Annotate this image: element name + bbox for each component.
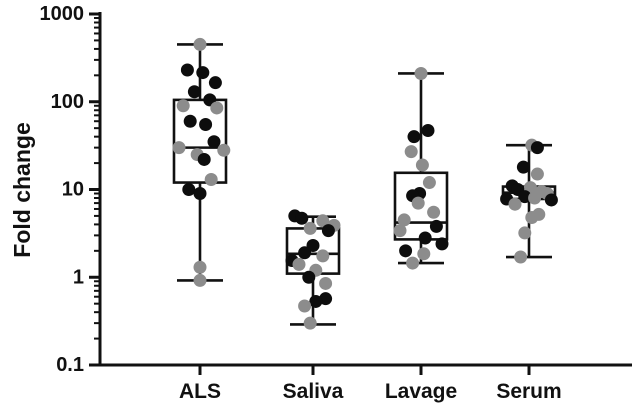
y-axis: 0.1 1 10 100 1000: [40, 3, 102, 376]
data-point-saliva: [298, 246, 312, 260]
data-point-als: [217, 143, 231, 157]
x-tick-label-saliva: Saliva: [283, 380, 344, 403]
data-point-als: [196, 66, 210, 80]
x-axis: ALS Saliva Lavage Serum: [99, 363, 632, 403]
data-point-als: [208, 76, 222, 90]
data-point-lavage: [429, 219, 443, 233]
data-point-saliva: [319, 292, 333, 306]
data-point-saliva: [309, 294, 323, 308]
point-series: [172, 37, 558, 330]
data-point-als: [172, 141, 186, 155]
data-point-serum: [528, 191, 542, 205]
data-point-als: [193, 273, 207, 287]
data-point-lavage: [427, 205, 441, 219]
data-point-lavage: [421, 124, 435, 138]
box-series: [172, 43, 557, 326]
y-tick-label: 0.1: [56, 354, 84, 376]
data-point-als: [193, 187, 207, 201]
data-point-als: [210, 101, 224, 115]
data-point-lavage: [415, 158, 429, 172]
data-point-als: [187, 85, 201, 99]
data-point-saliva: [295, 211, 309, 225]
data-point-als: [176, 99, 190, 113]
data-point-lavage: [417, 247, 431, 261]
y-tick-label: 10: [62, 179, 84, 201]
y-tick-label: 1000: [40, 3, 85, 25]
data-point-serum: [514, 250, 528, 264]
data-point-lavage: [407, 130, 421, 144]
data-point-als: [193, 260, 207, 274]
data-point-saliva: [303, 316, 317, 330]
data-point-serum: [518, 190, 532, 204]
data-point-als: [182, 183, 196, 196]
data-point-saliva: [292, 257, 306, 271]
data-point-serum: [530, 141, 544, 155]
data-point-lavage: [414, 66, 428, 80]
data-point-saliva: [302, 270, 316, 284]
data-point-serum: [518, 226, 532, 240]
data-point-saliva: [316, 214, 330, 228]
data-point-lavage: [422, 176, 436, 190]
data-point-lavage: [435, 237, 449, 251]
data-point-als: [207, 135, 221, 149]
x-tick-label-lavage: Lavage: [385, 380, 457, 403]
x-tick-label-als: ALS: [179, 380, 221, 403]
data-point-saliva: [316, 249, 330, 263]
data-point-serum: [516, 160, 530, 174]
data-point-lavage: [399, 244, 413, 258]
data-point-serum: [530, 167, 544, 181]
data-point-lavage: [397, 213, 411, 227]
data-point-lavage: [404, 145, 418, 159]
data-point-serum: [508, 197, 522, 211]
x-tick-label-serum: Serum: [496, 380, 561, 403]
data-point-lavage: [411, 196, 425, 210]
data-point-lavage: [393, 224, 407, 238]
data-point-lavage: [406, 256, 420, 270]
data-point-saliva: [319, 276, 333, 290]
y-tick-label: 100: [51, 91, 84, 113]
data-point-lavage: [418, 231, 432, 245]
data-point-serum: [544, 193, 558, 207]
data-point-als: [180, 63, 194, 77]
data-point-als: [199, 118, 213, 132]
y-tick-label: 1: [73, 266, 84, 288]
data-point-als: [183, 114, 197, 128]
data-point-saliva: [321, 224, 335, 238]
data-point-als: [193, 37, 207, 51]
data-point-serum: [525, 210, 539, 224]
iqr-box: [172, 98, 228, 184]
data-point-saliva: [306, 239, 320, 253]
data-point-saliva: [298, 299, 312, 313]
data-point-saliva: [303, 221, 317, 235]
data-point-als: [204, 173, 218, 187]
y-axis-title: Fold change: [9, 122, 35, 257]
data-point-als: [197, 152, 211, 166]
